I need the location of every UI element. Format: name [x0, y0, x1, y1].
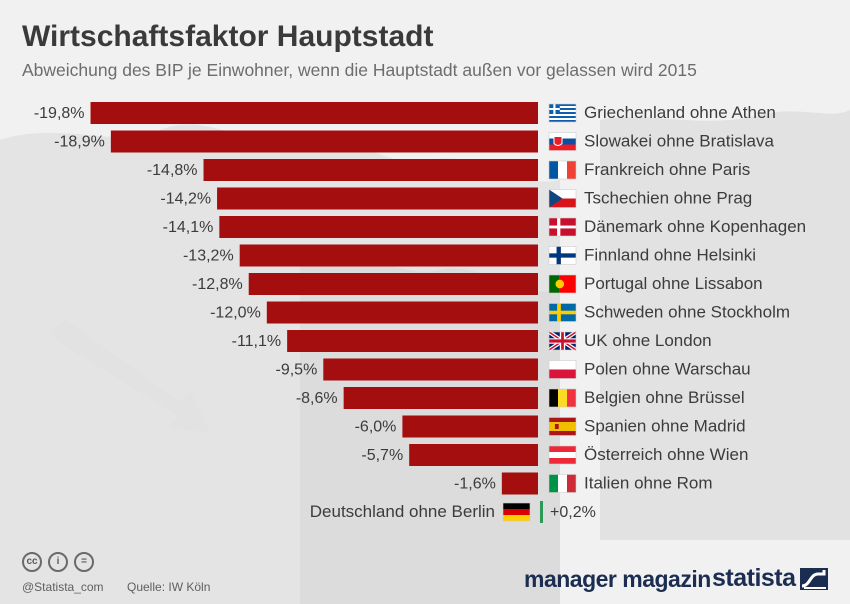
value-label: -14,8%: [147, 162, 198, 179]
country-flag-icon: [548, 132, 577, 151]
country-flag-icon: [502, 502, 531, 522]
country-flag-icon: [548, 388, 577, 408]
value-label: -14,1%: [163, 219, 214, 236]
category-label: Slowakei ohne Bratislava: [584, 132, 774, 151]
category-label: Finnland ohne Helsinki: [584, 246, 756, 265]
category-label: Schweden ohne Stockholm: [584, 303, 790, 322]
manager-magazin-logo[interactable]: manager magazin: [524, 566, 711, 592]
value-label: -9,5%: [276, 362, 318, 379]
bar-row: -12,0% Schweden ohne Stockholm: [210, 301, 790, 324]
value-label: -5,7%: [361, 447, 403, 464]
bar[interactable]: [248, 273, 538, 295]
value-label: -6,0%: [355, 419, 397, 436]
statista-logo-icon: [800, 568, 828, 590]
bar[interactable]: [203, 159, 538, 181]
bar-row: -8,6% Belgien ohne Brüssel: [296, 387, 745, 409]
value-label: -8,6%: [296, 390, 338, 407]
bar[interactable]: [402, 415, 538, 438]
category-label: Belgien ohne Brüssel: [584, 388, 745, 407]
bar-row: -11,1% UK ohne London: [232, 330, 712, 352]
bar-row: -13,2% Finnland ohne Helsinki: [183, 244, 756, 267]
bar[interactable]: [287, 330, 538, 352]
country-flag-icon: [548, 189, 577, 208]
value-label: -11,1%: [232, 333, 282, 350]
bar-row: +0,2% Deutschland ohne Berlin: [310, 501, 596, 523]
bar[interactable]: [343, 387, 538, 409]
decorative-arrow: [48, 320, 210, 432]
statista-handle[interactable]: @Statista_com: [22, 580, 104, 594]
cc-by-icon[interactable]: i: [48, 552, 68, 572]
bar-row: -14,1% Dänemark ohne Kopenhagen: [163, 216, 806, 238]
footer: cc i = @Statista_com Quelle: IW Köln man…: [22, 548, 828, 598]
bar-row: -5,7% Österreich ohne Wien: [361, 444, 748, 466]
country-flag-icon: [548, 417, 577, 436]
category-label: Dänemark ohne Kopenhagen: [584, 217, 806, 236]
category-label: Tschechien ohne Prag: [584, 189, 752, 208]
country-flag-icon: [548, 274, 577, 294]
cc-license-icon[interactable]: cc: [22, 552, 42, 572]
country-flag-icon: [547, 330, 578, 352]
bar-row: -6,0% Spanien ohne Madrid: [355, 415, 746, 438]
bar[interactable]: [110, 130, 539, 153]
bar-row: -14,2% Tschechien ohne Prag: [160, 187, 752, 210]
source-note: Quelle: IW Köln: [127, 580, 211, 594]
value-label: -19,8%: [34, 105, 85, 122]
category-label: Spanien ohne Madrid: [584, 417, 746, 436]
bar[interactable]: [501, 472, 538, 495]
chart-subtitle: Abweichung des BIP je Einwohner, wenn di…: [22, 60, 697, 80]
country-flag-icon: [548, 160, 577, 180]
country-flag-icon: [548, 217, 577, 237]
country-flag-icon: [548, 474, 577, 493]
value-label: +0,2%: [550, 504, 596, 521]
country-flag-icon: [548, 246, 577, 265]
country-flag-icon: [548, 360, 577, 379]
bar[interactable]: [217, 187, 538, 210]
category-label: Österreich ohne Wien: [584, 445, 748, 464]
country-flag-icon: [548, 103, 577, 123]
category-label: Frankreich ohne Paris: [584, 160, 750, 179]
bar-row: -9,5% Polen ohne Warschau: [276, 358, 751, 381]
bar-row: -18,9% Slowakei ohne Bratislava: [54, 130, 774, 153]
bar[interactable]: [409, 444, 538, 466]
bar[interactable]: [90, 102, 539, 124]
category-label: Portugal ohne Lissabon: [584, 274, 763, 293]
chart-title: Wirtschaftsfaktor Hauptstadt: [22, 20, 434, 53]
category-label: Deutschland ohne Berlin: [310, 502, 495, 521]
bar-row: -14,8% Frankreich ohne Paris: [147, 159, 750, 181]
category-label: Griechenland ohne Athen: [584, 103, 776, 122]
value-label: -1,6%: [454, 476, 496, 493]
bar[interactable]: [266, 301, 538, 324]
bar[interactable]: [323, 358, 538, 381]
category-label: Italien ohne Rom: [584, 474, 713, 493]
bar-row: -1,6% Italien ohne Rom: [454, 472, 713, 495]
country-flag-icon: [548, 445, 577, 465]
category-label: Polen ohne Warschau: [584, 360, 751, 379]
statista-logo[interactable]: statista: [712, 564, 796, 592]
value-label: -12,8%: [192, 276, 243, 293]
value-label: -18,9%: [54, 134, 105, 151]
bar[interactable]: [540, 501, 543, 523]
bar[interactable]: [219, 216, 538, 238]
value-label: -13,2%: [183, 248, 234, 265]
category-label: UK ohne London: [584, 331, 712, 350]
bar-row: -19,8% Griechenland ohne Athen: [34, 102, 776, 124]
cc-nd-icon[interactable]: =: [74, 552, 94, 572]
value-label: -12,0%: [210, 305, 261, 322]
bar-row: -12,8% Portugal ohne Lissabon: [192, 273, 763, 295]
bar[interactable]: [239, 244, 538, 267]
value-label: -14,2%: [160, 191, 211, 208]
country-flag-icon: [548, 303, 577, 322]
